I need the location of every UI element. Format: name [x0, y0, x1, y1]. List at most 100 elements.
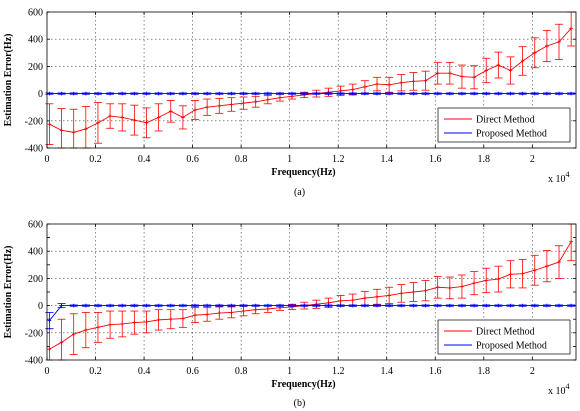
- y-tick-label: -400: [25, 356, 43, 367]
- data-point: [399, 303, 404, 308]
- data-point: [363, 85, 367, 89]
- data-point: [399, 91, 404, 96]
- data-point: [423, 288, 428, 293]
- data-point: [496, 91, 501, 96]
- data-point: [472, 75, 476, 80]
- data-point: [96, 303, 100, 308]
- data-point: [71, 130, 76, 135]
- data-point: [399, 291, 404, 296]
- data-point: [266, 91, 270, 96]
- data-point: [569, 303, 573, 308]
- data-point: [229, 303, 234, 308]
- data-point: [314, 303, 319, 308]
- data-point: [496, 63, 501, 67]
- x-tick-label: 0.2: [89, 154, 102, 165]
- data-point: [326, 303, 331, 308]
- x-tick-label: 1.6: [429, 366, 442, 377]
- data-point: [266, 97, 270, 102]
- data-point: [181, 91, 185, 96]
- data-point: [108, 91, 112, 96]
- data-point: [71, 91, 76, 96]
- data-point: [484, 303, 489, 308]
- data-point: [411, 290, 416, 294]
- x-tick-label: 0.8: [235, 366, 248, 377]
- data-point: [411, 91, 416, 96]
- x-tick-label: 1.4: [380, 366, 393, 377]
- data-point: [217, 303, 222, 308]
- data-point: [253, 307, 258, 312]
- data-point: [326, 91, 331, 96]
- data-point: [59, 303, 64, 308]
- data-point: [168, 109, 173, 114]
- data-point: [520, 91, 525, 96]
- data-point: [181, 303, 185, 308]
- data-point: [460, 91, 464, 96]
- data-point: [375, 82, 379, 86]
- x-multiplier-base: x 10: [548, 386, 566, 397]
- x-multiplier-exponent: 4: [566, 170, 570, 179]
- data-point: [545, 44, 549, 48]
- data-point: [205, 312, 209, 317]
- data-point: [278, 95, 282, 100]
- data-point: [47, 122, 52, 126]
- data-point: [241, 91, 246, 96]
- data-point: [59, 91, 64, 96]
- legend-box: [437, 107, 571, 143]
- data-point: [108, 322, 112, 327]
- error-bar: [57, 318, 66, 361]
- data-point: [338, 299, 343, 303]
- x-multiplier-base: x 10: [548, 174, 566, 185]
- data-point: [302, 91, 307, 96]
- data-point: [217, 91, 222, 96]
- data-point: [508, 303, 513, 308]
- data-point: [144, 303, 149, 308]
- data-point: [520, 59, 525, 63]
- data-point: [545, 303, 549, 308]
- data-point: [557, 91, 561, 96]
- data-point: [484, 68, 489, 73]
- data-point: [545, 91, 549, 96]
- x-tick-label: 0.6: [186, 366, 199, 377]
- legend-label: Direct Method: [476, 115, 535, 126]
- data-point: [387, 293, 391, 298]
- data-point: [532, 268, 537, 273]
- axes-frame: [46, 11, 577, 149]
- data-point: [569, 91, 573, 96]
- data-point: [435, 303, 440, 308]
- data-point: [84, 328, 88, 332]
- data-point: [532, 303, 537, 308]
- data-point: [435, 71, 440, 75]
- data-point: [168, 317, 173, 321]
- data-point: [387, 82, 391, 87]
- data-point: [96, 91, 100, 96]
- data-point: [363, 91, 367, 96]
- data-point: [532, 91, 537, 96]
- x-tick-label: 0.4: [138, 154, 151, 165]
- data-point: [108, 303, 112, 308]
- x-axis-label: Frequency(Hz): [271, 167, 335, 178]
- data-point: [84, 127, 88, 131]
- data-point: [508, 68, 513, 73]
- data-point: [181, 115, 185, 120]
- y-tick-label: 200: [28, 274, 43, 285]
- data-point: [484, 91, 489, 96]
- data-point: [96, 325, 100, 330]
- data-point: [108, 114, 112, 118]
- panel-caption: (a): [294, 187, 305, 198]
- panel-caption: (b): [294, 398, 306, 409]
- x-tick-label: 1: [287, 366, 292, 377]
- data-point: [71, 332, 76, 336]
- data-point: [350, 298, 355, 302]
- data-point: [520, 303, 525, 308]
- data-point: [132, 118, 137, 122]
- data-point: [290, 91, 294, 96]
- data-point: [399, 80, 404, 85]
- x-tick-label: 1: [287, 154, 292, 165]
- x-tick-label: 1.8: [478, 154, 491, 165]
- data-point: [120, 91, 125, 96]
- data-point: [47, 318, 52, 323]
- data-point: [253, 303, 258, 308]
- axes-frame: [46, 223, 577, 361]
- data-point: [557, 40, 561, 44]
